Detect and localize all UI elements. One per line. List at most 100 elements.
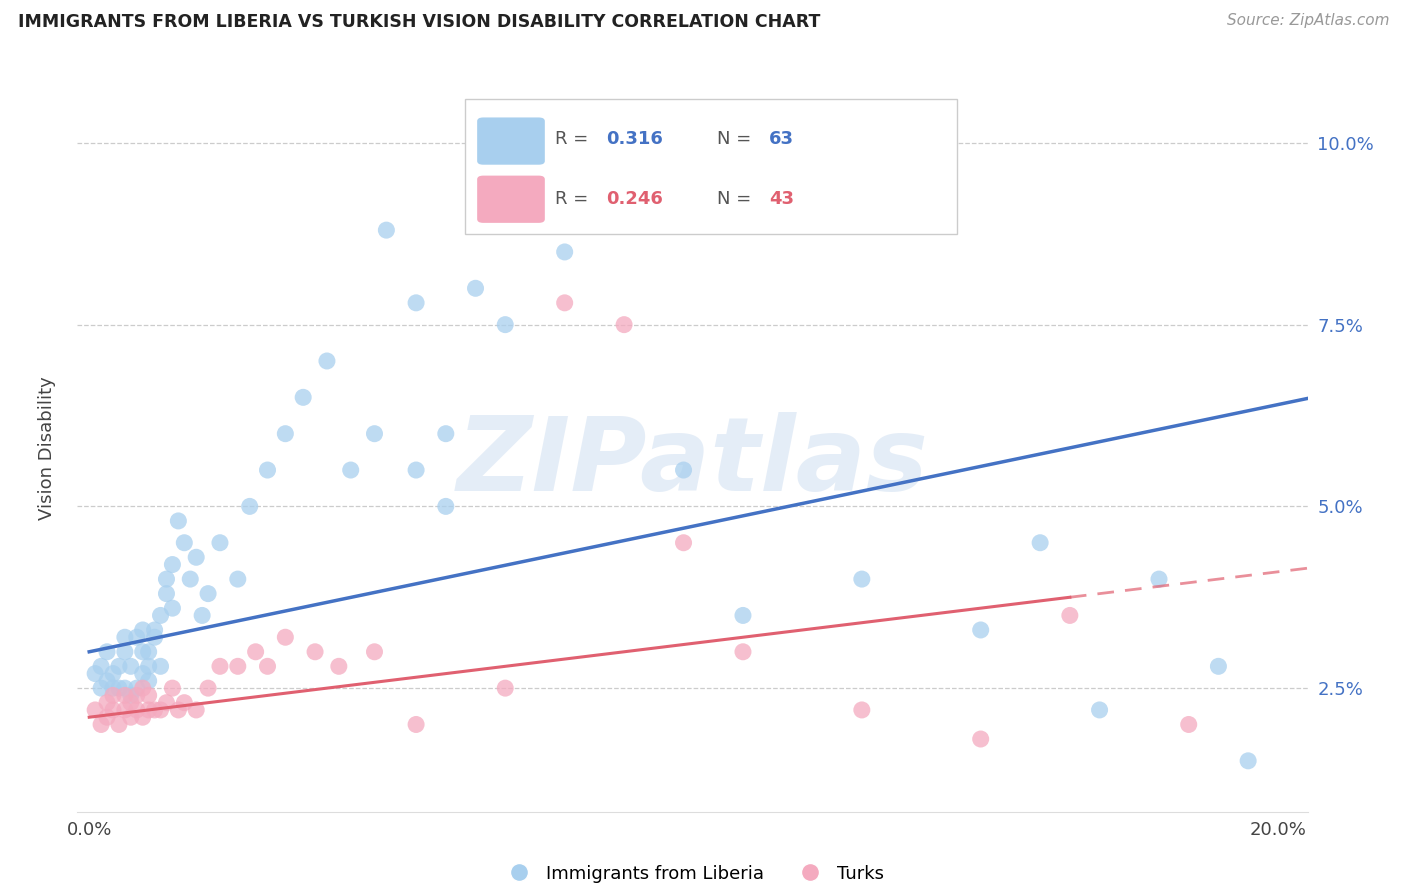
- Point: [274, 630, 297, 644]
- Point: [1237, 754, 1260, 768]
- Point: [173, 696, 195, 710]
- Point: [143, 703, 166, 717]
- Point: [1208, 659, 1230, 673]
- Text: R =: R =: [555, 130, 588, 148]
- FancyBboxPatch shape: [477, 176, 546, 223]
- Point: [155, 587, 177, 601]
- Point: [155, 572, 177, 586]
- Point: [274, 426, 297, 441]
- Point: [125, 630, 148, 644]
- Point: [970, 623, 993, 637]
- Point: [125, 689, 148, 703]
- Point: [120, 659, 142, 673]
- Text: R =: R =: [555, 190, 588, 208]
- Text: Source: ZipAtlas.com: Source: ZipAtlas.com: [1226, 13, 1389, 29]
- Point: [851, 572, 873, 586]
- Point: [149, 608, 172, 623]
- Point: [167, 514, 190, 528]
- Point: [114, 645, 136, 659]
- Point: [613, 209, 636, 223]
- Point: [143, 630, 166, 644]
- Point: [114, 689, 136, 703]
- Point: [90, 681, 112, 695]
- Point: [108, 659, 131, 673]
- Point: [256, 659, 278, 673]
- Point: [138, 689, 160, 703]
- Point: [101, 666, 124, 681]
- Point: [186, 703, 208, 717]
- Point: [149, 703, 172, 717]
- Point: [1177, 717, 1199, 731]
- Point: [96, 710, 118, 724]
- Point: [84, 666, 107, 681]
- Point: [143, 623, 166, 637]
- Point: [179, 572, 201, 586]
- Point: [186, 550, 208, 565]
- Point: [405, 463, 427, 477]
- Point: [108, 681, 131, 695]
- Point: [328, 659, 350, 673]
- Point: [363, 426, 385, 441]
- Point: [970, 731, 993, 746]
- Legend: Immigrants from Liberia, Turks: Immigrants from Liberia, Turks: [494, 857, 891, 890]
- Point: [84, 703, 107, 717]
- Text: 63: 63: [769, 130, 794, 148]
- Point: [114, 630, 136, 644]
- Point: [120, 696, 142, 710]
- FancyBboxPatch shape: [465, 99, 957, 234]
- Point: [138, 703, 160, 717]
- Point: [197, 587, 219, 601]
- Point: [191, 608, 214, 623]
- Point: [256, 463, 278, 477]
- Point: [613, 318, 636, 332]
- Point: [464, 281, 486, 295]
- Point: [96, 696, 118, 710]
- Point: [292, 390, 315, 404]
- Point: [1059, 608, 1081, 623]
- Point: [226, 659, 249, 673]
- Text: 0.246: 0.246: [606, 190, 664, 208]
- Point: [96, 673, 118, 688]
- Point: [131, 666, 153, 681]
- Point: [672, 535, 695, 549]
- Point: [138, 659, 160, 673]
- Text: 43: 43: [769, 190, 794, 208]
- Point: [731, 645, 754, 659]
- Text: N =: N =: [717, 130, 751, 148]
- Point: [131, 623, 153, 637]
- Point: [167, 703, 190, 717]
- Point: [494, 318, 516, 332]
- Point: [149, 659, 172, 673]
- Point: [120, 689, 142, 703]
- Point: [162, 681, 184, 695]
- Point: [162, 601, 184, 615]
- Text: IMMIGRANTS FROM LIBERIA VS TURKISH VISION DISABILITY CORRELATION CHART: IMMIGRANTS FROM LIBERIA VS TURKISH VISIO…: [18, 13, 821, 31]
- Point: [405, 295, 427, 310]
- Point: [96, 645, 118, 659]
- Point: [114, 681, 136, 695]
- Point: [101, 681, 124, 695]
- Y-axis label: Vision Disability: Vision Disability: [38, 376, 56, 520]
- Point: [851, 703, 873, 717]
- Point: [208, 659, 231, 673]
- Point: [162, 558, 184, 572]
- Point: [1088, 703, 1111, 717]
- Point: [304, 645, 326, 659]
- Point: [155, 696, 177, 710]
- Point: [731, 608, 754, 623]
- Point: [672, 463, 695, 477]
- Point: [138, 673, 160, 688]
- Point: [131, 681, 153, 695]
- Point: [405, 717, 427, 731]
- Point: [101, 689, 124, 703]
- Point: [239, 500, 262, 514]
- Text: ZIPatlas: ZIPatlas: [457, 412, 928, 513]
- Point: [114, 703, 136, 717]
- Point: [226, 572, 249, 586]
- Point: [138, 645, 160, 659]
- Point: [131, 710, 153, 724]
- Point: [245, 645, 267, 659]
- Point: [120, 710, 142, 724]
- Point: [554, 244, 576, 259]
- Point: [363, 645, 385, 659]
